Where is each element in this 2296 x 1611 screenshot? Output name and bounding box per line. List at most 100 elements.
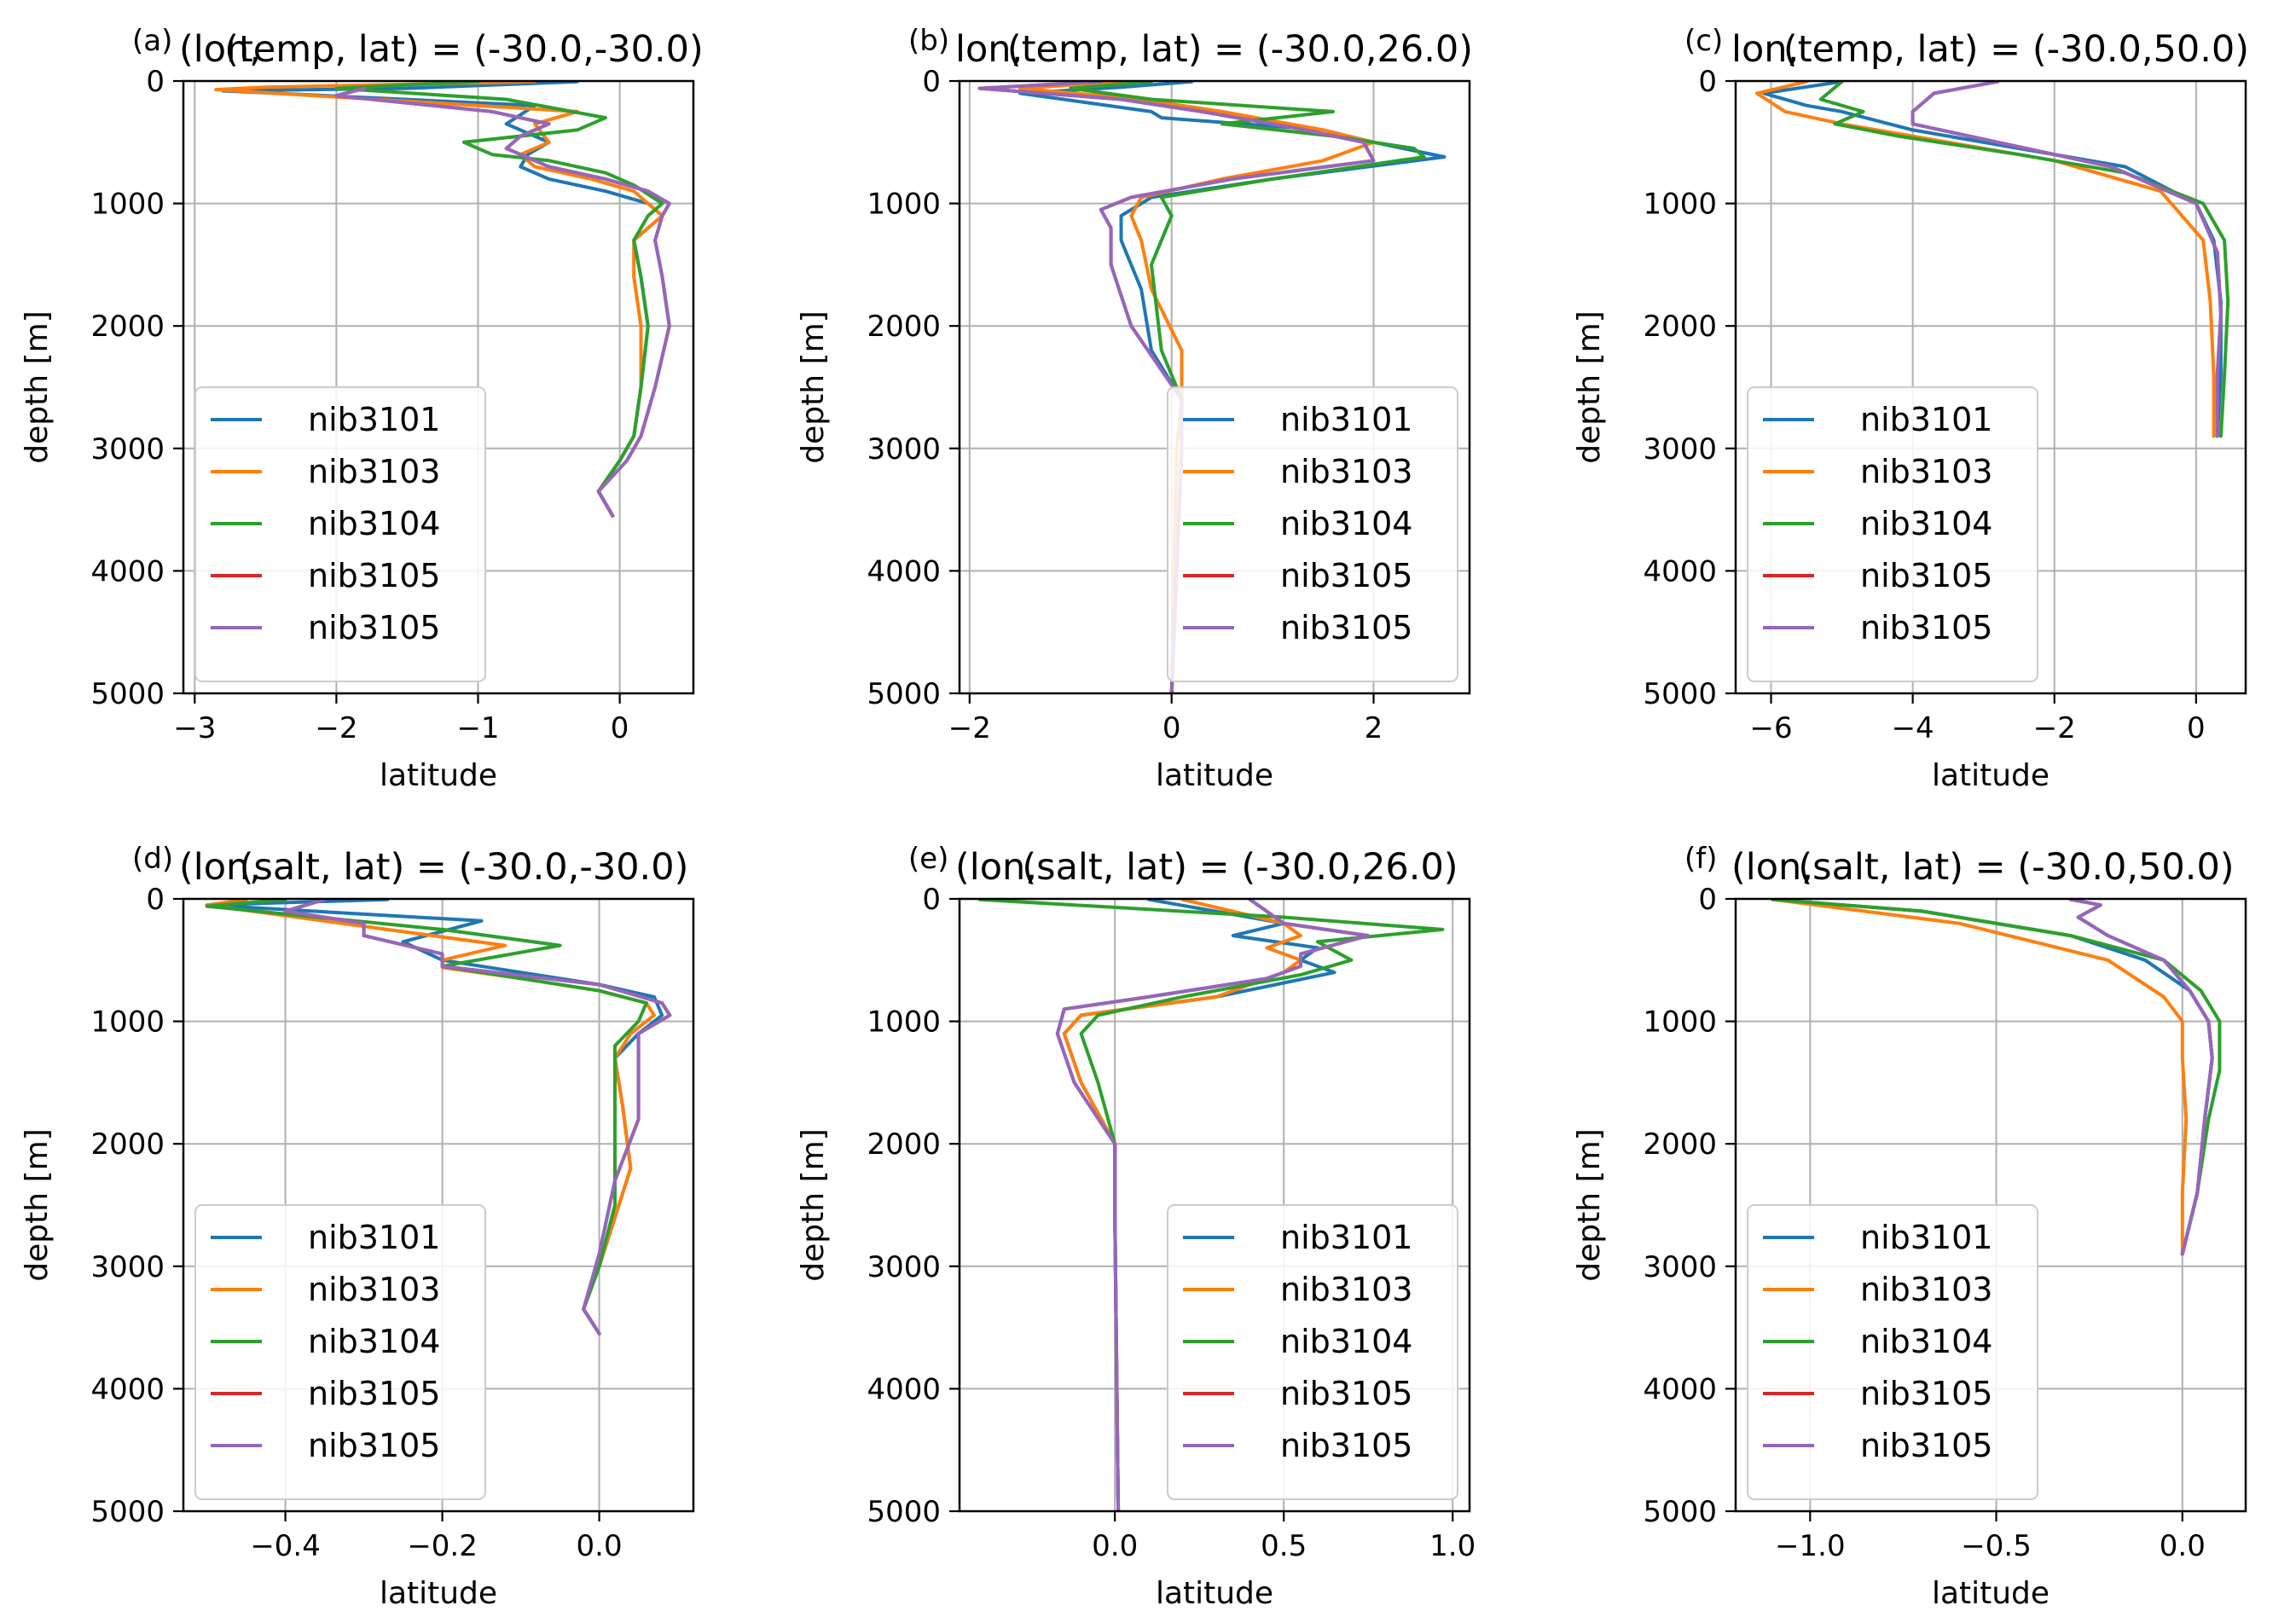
- y-axis-label: depth [m]: [796, 1128, 831, 1281]
- y-tick-label: 4000: [90, 1372, 165, 1406]
- y-tick-label: 1000: [867, 1005, 941, 1040]
- y-tick-label: 1000: [90, 1005, 165, 1040]
- panel-label: (a): [132, 24, 172, 58]
- y-tick-label: 1000: [90, 188, 165, 222]
- legend-entry: nib3103: [1280, 1271, 1412, 1308]
- subplot-a: −3 −2 −1 0 0 1000 2000 3000 4000 5000 latitude dept…: [20, 24, 704, 793]
- legend-entry: nib3105: [308, 1375, 440, 1412]
- y-tick-label: 4000: [1643, 554, 1717, 588]
- y-tick-label: 4000: [867, 1372, 941, 1406]
- legend: nib3101 nib3103 nib3104 nib3105 nib3105: [1747, 386, 2038, 682]
- legend-entry: nib3105: [1280, 609, 1412, 646]
- legend-entry: nib3101: [1280, 401, 1412, 438]
- y-tick-label: 0: [146, 65, 165, 99]
- series-group: [1754, 81, 2230, 438]
- y-tick-label: 2000: [1643, 1127, 1717, 1162]
- legend-box: [1747, 386, 2038, 682]
- panel-label: (e): [908, 842, 948, 876]
- y-tick-label: 3000: [867, 1250, 941, 1284]
- subplot-d: −0.4 −0.2 0.0 0 1000 2000 3000 4000 5000 latitude…: [20, 842, 695, 1611]
- x-tick-label: −1.0: [1775, 1529, 1846, 1563]
- x-tick-label: 1.0: [1429, 1529, 1476, 1563]
- y-tick-label: 4000: [867, 554, 941, 588]
- legend-entry: nib3104: [1280, 505, 1412, 542]
- subplot-title: (salt, lat) = (-30.0,26.0): [1022, 846, 1458, 889]
- legend-entry: nib3105: [1280, 1375, 1412, 1412]
- x-tick-label: −2: [315, 711, 357, 745]
- x-tick-label: −6: [1749, 711, 1792, 745]
- y-tick-label: 1000: [1643, 188, 1717, 222]
- series-group: [1771, 899, 2222, 1256]
- legend-entry: nib3105: [1860, 557, 1992, 594]
- axes-frame: [958, 897, 1471, 1513]
- y-tick-label: 5000: [1643, 677, 1717, 711]
- series-line-nib3105: [283, 899, 672, 1336]
- x-axis-label: latitude: [1932, 758, 2050, 793]
- axes-frame: [182, 79, 695, 695]
- series-line-nib3105: [334, 86, 671, 518]
- x-tick-label: 0.0: [2160, 1529, 2206, 1563]
- y-tick-label: 5000: [1643, 1495, 1717, 1529]
- legend-entry: nib3105: [308, 609, 440, 646]
- panel-label: (b): [908, 24, 949, 58]
- axes-frame: [958, 79, 1471, 695]
- subplot-title: (temp, lat) = (-30.0,50.0): [1783, 28, 2249, 71]
- y-tick-label: 3000: [1643, 432, 1717, 466]
- subplot-e: 0.0 0.5 1.0 0 1000 2000 3000 4000 5000 latitude de…: [796, 842, 1476, 1611]
- y-tick-label: 3000: [90, 432, 165, 466]
- legend-entry: nib3104: [308, 505, 440, 542]
- legend-box: [1167, 1204, 1458, 1500]
- y-tick-label: 5000: [867, 1495, 941, 1529]
- x-tick-label: 0.5: [1261, 1529, 1307, 1563]
- legend-entry: nib3103: [308, 453, 440, 490]
- y-tick-label: 1000: [867, 188, 941, 222]
- subplot-c: −6 −4 −2 0 0 1000 2000 3000 4000 5000 latitude dept…: [1572, 24, 2249, 793]
- x-tick-label: −4: [1892, 711, 1934, 745]
- y-axis-label: depth [m]: [20, 310, 55, 463]
- legend-entry: nib3101: [1860, 401, 1992, 438]
- x-tick-label: 0.0: [1092, 1529, 1138, 1563]
- series-line-nib3103: [1754, 81, 2216, 438]
- legend: nib3101 nib3103 nib3104 nib3105 nib3105: [1167, 386, 1458, 682]
- y-axis-label: depth [m]: [796, 310, 831, 463]
- subplot-title: (salt, lat) = (-30.0,-30.0): [240, 846, 689, 889]
- x-tick-label: −3: [173, 711, 216, 745]
- legend-entry: nib3105: [1280, 557, 1412, 594]
- y-tick-label: 2000: [867, 1127, 941, 1162]
- legend-entry: nib3103: [1860, 453, 1992, 490]
- legend-entry: nib3101: [1860, 1219, 1992, 1256]
- series-line-nib3105: [1055, 899, 1371, 1511]
- series-group: [977, 899, 1445, 1511]
- y-tick-label: 2000: [1643, 310, 1717, 344]
- subplot-title-overlay: (lon,: [179, 28, 261, 71]
- x-tick-label: −2: [948, 711, 991, 745]
- y-axis-label: depth [m]: [1572, 1128, 1607, 1281]
- y-tick-label: 0: [146, 883, 165, 917]
- series-group: [205, 899, 672, 1336]
- y-tick-label: 5000: [90, 677, 165, 711]
- subplot-title-overlay: lon,: [955, 28, 1023, 71]
- legend-entry: nib3103: [1860, 1271, 1992, 1308]
- x-axis-label: latitude: [1932, 1576, 2050, 1611]
- series-line-nib3104: [1771, 899, 2222, 1256]
- y-tick-label: 5000: [867, 677, 941, 711]
- y-tick-label: 4000: [90, 554, 165, 588]
- series-line-nib3104: [334, 81, 664, 518]
- legend-entry: nib3104: [308, 1323, 440, 1360]
- legend-entry: nib3104: [1860, 1323, 1992, 1360]
- legend-entry: nib3101: [308, 401, 440, 438]
- series-group: [214, 81, 671, 518]
- legend-entry: nib3103: [308, 1271, 440, 1308]
- legend-entry: nib3104: [1280, 1323, 1412, 1360]
- axes-frame: [1734, 79, 2247, 695]
- y-tick-label: 3000: [867, 432, 941, 466]
- axes-frame: [182, 897, 695, 1513]
- series-line-nib3101: [1762, 81, 2223, 438]
- legend-entry: nib3105: [308, 1427, 440, 1464]
- x-tick-label: −2: [2033, 711, 2076, 745]
- legend-box: [1747, 1204, 2038, 1500]
- series-line-nib3103: [205, 899, 656, 1336]
- series-line-nib3104: [205, 899, 648, 1336]
- x-axis-label: latitude: [380, 758, 497, 793]
